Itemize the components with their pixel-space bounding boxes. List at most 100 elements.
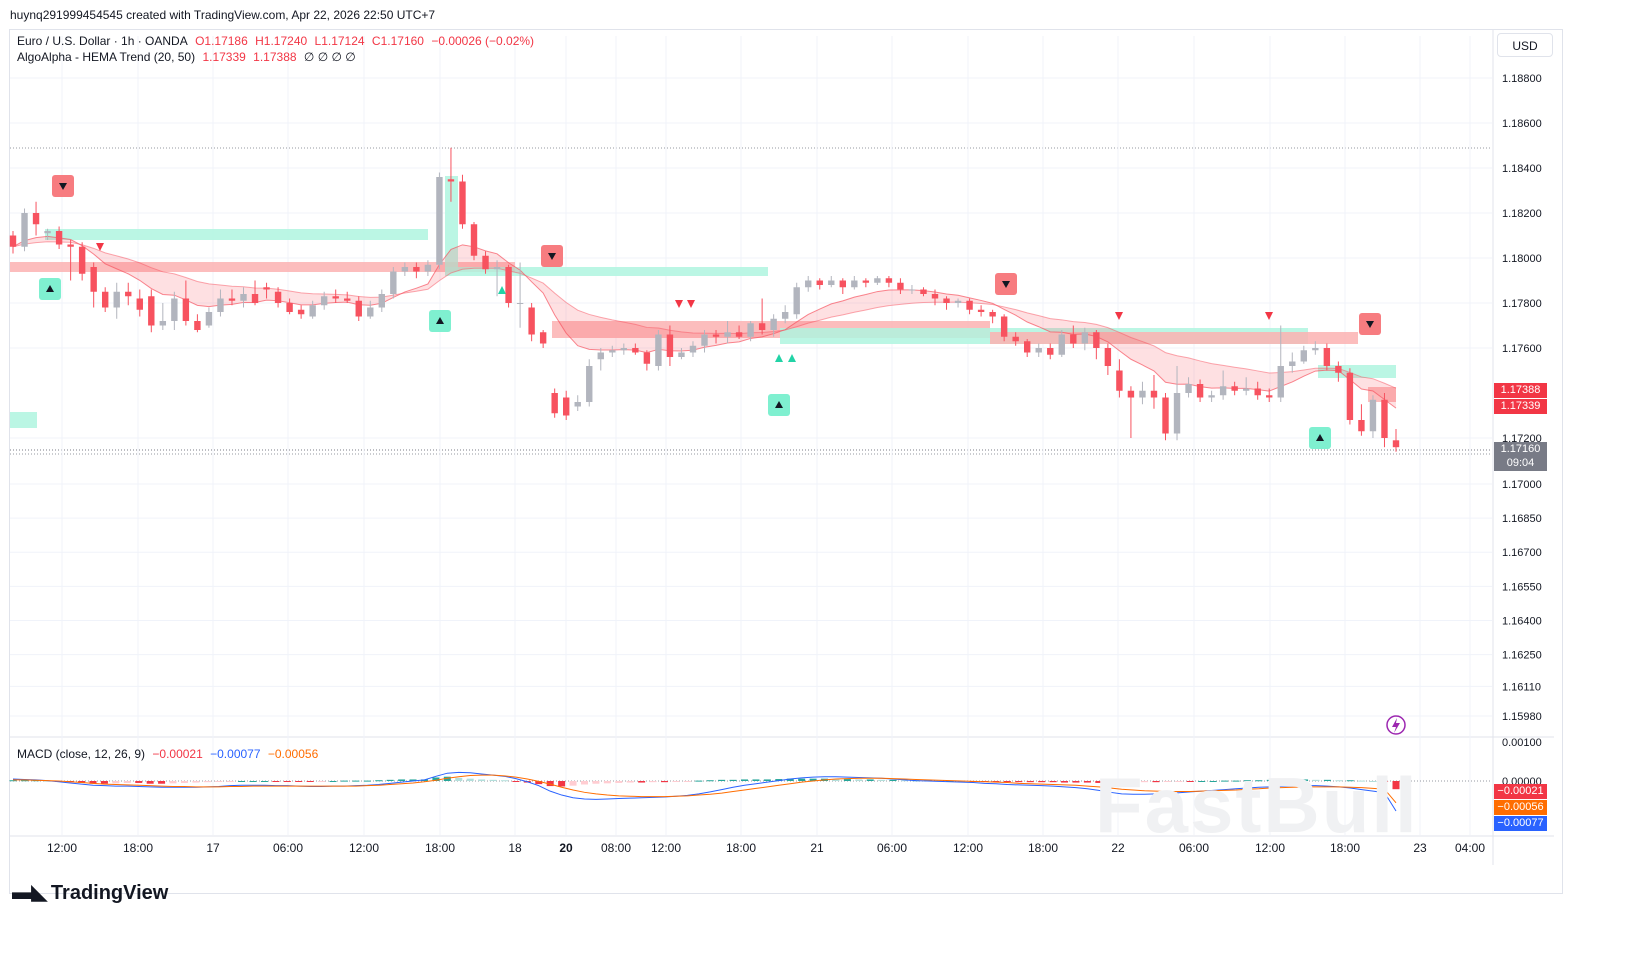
indicator-value-2: 1.17388: [253, 50, 297, 64]
candle-body: [413, 267, 420, 272]
candle: [1289, 352, 1296, 373]
time-tick-label: 18:00: [1330, 841, 1360, 855]
macd-histogram-bar: [466, 778, 474, 781]
macd-line: [12, 771, 1397, 812]
candle: [781, 305, 789, 324]
indicator-legend[interactable]: AlgoAlpha - HEMA Trend (20, 50) 1.17339 …: [17, 50, 360, 64]
candle: [678, 348, 685, 360]
candle: [655, 330, 662, 371]
candle: [251, 280, 259, 306]
macd-histogram-bar: [878, 779, 886, 781]
candle: [90, 262, 97, 308]
candle-body: [989, 312, 996, 317]
candle: [1012, 332, 1019, 346]
macd-histogram-bar: [1243, 780, 1251, 782]
candle-body: [724, 332, 731, 337]
tradingview-logo[interactable]: ▬◣ TradingView: [12, 879, 168, 905]
price-tick-label: 1.17800: [1502, 298, 1542, 310]
candle: [263, 282, 270, 299]
macd-histogram-bar: [318, 781, 326, 782]
candle-body: [920, 289, 927, 294]
candle: [378, 289, 385, 312]
candle-body: [148, 296, 155, 326]
candle-body: [55, 231, 63, 245]
indicator-title[interactable]: AlgoAlpha - HEMA Trend (20, 50): [17, 50, 196, 64]
macd-histogram-bar: [489, 779, 497, 781]
candle-body: [21, 213, 28, 247]
candle: [1369, 395, 1377, 438]
candle: [966, 298, 973, 315]
candle: [1208, 390, 1215, 402]
candle-body: [862, 280, 870, 283]
symbol-legend[interactable]: Euro / U.S. Dollar · 1h · OANDA O1.17186…: [17, 34, 538, 48]
candle-body: [401, 267, 409, 272]
candle-body: [447, 179, 455, 182]
macd-histogram-bar: [283, 781, 291, 782]
price-tick-label: 1.16700: [1502, 547, 1542, 559]
candle: [205, 307, 213, 328]
macd-histogram-bar: [1209, 781, 1217, 782]
macd-histogram-bar: [1323, 779, 1331, 781]
price-tag-hema-slow: 1.17339: [1494, 399, 1547, 414]
macd-histogram-bar: [409, 779, 417, 781]
candle-body: [666, 334, 674, 357]
candle-body: [1231, 386, 1238, 391]
candle-body: [1000, 316, 1008, 337]
trend-zone: [10, 262, 515, 272]
macd-histogram-bar: [1003, 781, 1011, 782]
candle-body: [1162, 397, 1169, 434]
ohlc-close: C1.17160: [371, 34, 424, 48]
macd-title[interactable]: MACD (close, 12, 26, 9): [17, 747, 146, 761]
candle: [897, 278, 904, 294]
macd-histogram-bar: [1369, 781, 1377, 782]
candle-body: [286, 303, 293, 312]
price-tick-label: 1.18800: [1502, 73, 1542, 85]
candle-body: [459, 181, 466, 225]
candle: [182, 280, 190, 326]
down-triangle-icon: [1265, 312, 1273, 320]
macd-histogram-bar: [1186, 781, 1194, 782]
candle-body: [620, 348, 628, 351]
macd-histogram-bar: [535, 781, 543, 785]
symbol-title[interactable]: Euro / U.S. Dollar · 1h · OANDA: [17, 34, 188, 48]
macd-histogram-bar: [638, 781, 646, 783]
candle: [828, 276, 835, 288]
candle-body: [874, 278, 881, 283]
candle-body: [1346, 372, 1354, 420]
macd-histogram-bar: [1026, 781, 1034, 783]
candle-body: [182, 298, 190, 321]
time-tick-label: 21: [810, 841, 824, 855]
macd-histogram-bar: [1083, 781, 1091, 783]
candle: [516, 262, 524, 328]
price-tick-label: 1.16400: [1502, 615, 1542, 627]
time-tick-label: 06:00: [1179, 841, 1209, 855]
buy-signal-icon: [429, 310, 451, 332]
candle-body: [1242, 388, 1250, 391]
macd-histogram-bar: [1289, 779, 1297, 781]
candle-body: [770, 318, 777, 330]
macd-histogram-bar: [375, 780, 383, 782]
candle: [851, 276, 858, 290]
macd-histogram-bar: [20, 780, 28, 782]
macd-tick-label: 0.00100: [1502, 737, 1542, 749]
candle-body: [78, 246, 86, 274]
candle-body: [1323, 348, 1331, 366]
macd-histogram-bar: [352, 780, 360, 782]
candle: [689, 341, 697, 357]
time-tick-label: 18:00: [425, 841, 455, 855]
candle-body: [1289, 361, 1296, 366]
candle-body: [1185, 384, 1192, 393]
macd-legend[interactable]: MACD (close, 12, 26, 9) −0.00021 −0.0007…: [17, 747, 322, 761]
currency-button[interactable]: USD: [1497, 33, 1553, 57]
candle: [217, 289, 224, 317]
macd-histogram-bar: [295, 781, 303, 782]
price-tick-label: 1.17000: [1502, 479, 1542, 491]
candle: [1139, 381, 1146, 405]
candle-body: [251, 294, 259, 303]
candle-body: [1208, 395, 1215, 398]
macd-histogram-bar: [855, 779, 863, 781]
macd-histogram-bar: [660, 781, 668, 783]
candle: [1335, 361, 1342, 382]
candle-body: [136, 298, 143, 310]
